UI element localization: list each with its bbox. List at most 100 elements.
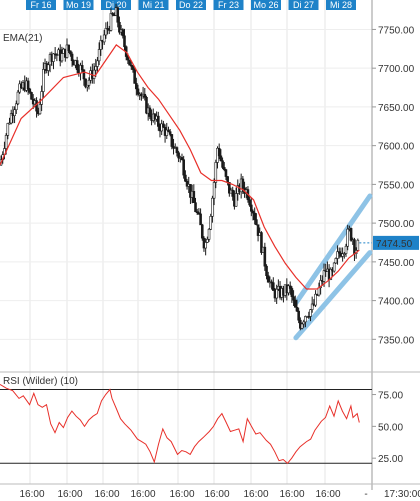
candle-body [180,157,184,160]
day-label: Mo 26 [253,0,278,10]
x-tick-label: 16:00 [204,489,229,500]
candle-body [143,93,147,98]
y-tick-label: 7350.00 [378,335,415,346]
candle-body [65,44,69,58]
day-label: Do 22 [179,0,203,10]
day-label: Mi 21 [142,0,164,10]
y-tick-label: 7500.00 [378,219,415,230]
candle-body [271,282,275,291]
x-tick-label: 17:30:00 [384,489,420,500]
candle-body [87,79,91,86]
candle-body [287,285,290,294]
candle-body [30,92,33,100]
candle-body [253,212,256,220]
candle-body [297,310,300,321]
candle-body [80,65,84,71]
candle-body [241,178,245,189]
candle-body [69,50,72,55]
day-label-bg [251,0,281,10]
candle-body [343,253,346,255]
candle-body [302,321,306,325]
candle-body [28,88,32,93]
candle-body [265,265,268,276]
candle-body [75,60,79,71]
day-label: Fr 23 [218,0,239,10]
candle-body [255,219,258,225]
day-label-bg [176,0,206,10]
y-tick-label: 7550.00 [378,180,415,191]
day-label: Di 27 [293,0,314,10]
candle-body [266,275,270,283]
candle-body [185,180,189,187]
candle-body [251,211,255,214]
candle-body [309,309,312,317]
candle-body [177,152,180,159]
candle-body [329,269,333,280]
candle-body [133,69,136,84]
candle-body [293,299,297,308]
trend-channel-line [293,250,373,341]
candle-body [170,134,174,147]
day-label-bg [63,0,94,10]
candle-body [26,80,30,90]
last-price-box [373,235,419,250]
x-tick-label: - [364,489,367,500]
candle-body [217,147,221,157]
candle-body [337,251,341,254]
candle-body [167,129,170,132]
candle-body [165,129,169,136]
candle-body [126,56,130,61]
candle-body [162,123,165,128]
candle-body [4,135,8,149]
x-tick-label: 16:00 [94,489,119,500]
x-tick-label: 16:00 [243,489,268,500]
candle-body [234,193,238,207]
rsi-line [0,383,360,465]
candle-body [14,103,18,111]
candle-body [212,182,216,199]
candle-body [206,239,209,243]
candle-body [135,83,138,90]
candle-body [292,296,295,301]
candle-body [121,29,125,37]
candle-body [145,97,148,114]
candle-body [304,316,307,323]
candle-body [47,64,50,71]
candle-body [310,303,314,310]
candle-body [148,107,152,117]
x-tick-label: 16:00 [169,489,194,500]
candle-body [104,28,108,36]
candle-body [94,66,98,71]
candle-body [349,228,353,241]
candle-body [221,160,224,168]
x-tick-label: 16:00 [279,489,304,500]
candle-body [92,69,96,79]
candle-body [344,245,348,254]
rsi-y-tick-label: 75.00 [378,391,403,402]
candle-body [136,88,140,95]
ema-line [0,44,360,290]
candle-body [307,316,311,318]
candle-body [256,224,260,236]
candle-body [224,169,228,177]
candle-body [6,123,10,136]
day-label-bg [26,0,56,10]
candle-body [111,13,114,16]
y-tick-label: 7450.00 [378,258,415,269]
candle-body [288,285,292,289]
y-tick-label: 7650.00 [378,103,415,114]
candle-body [67,44,70,52]
x-tick-label: 16:00 [19,489,44,500]
x-tick-label: 16:00 [315,489,340,500]
candle-body [8,122,11,125]
candle-body [42,69,45,92]
candle-body [118,21,121,33]
candle-body [346,228,349,247]
candle-body [157,115,160,127]
rsi-y-tick-label: 25.00 [378,454,403,465]
candle-body [207,228,211,240]
candle-body [197,212,201,215]
candle-body [263,246,267,267]
candle-body [300,323,304,329]
